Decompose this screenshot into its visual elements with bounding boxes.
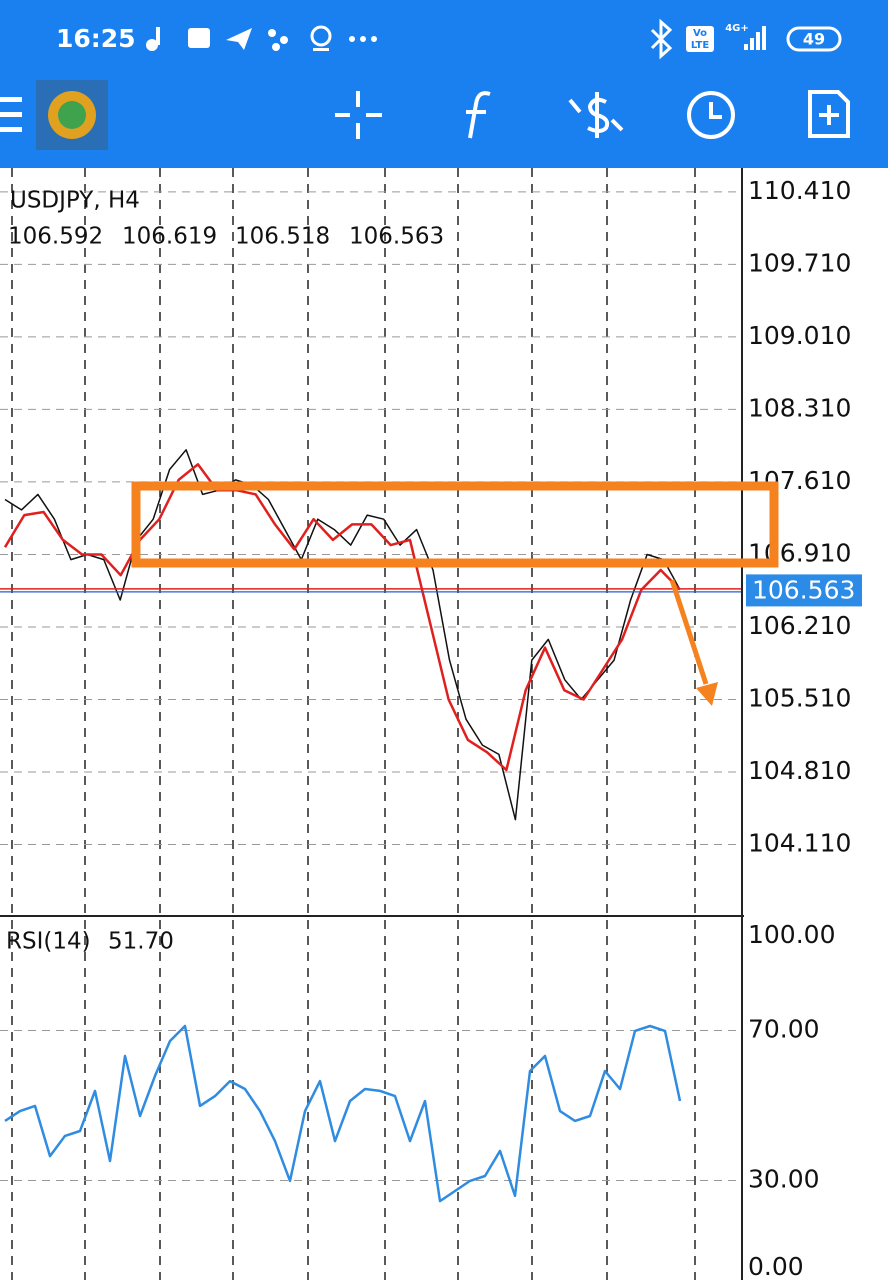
y-tick-label: 109.710: [748, 248, 851, 277]
high-price: 106.619: [122, 224, 217, 250]
current-price-label: 106.563: [752, 575, 855, 604]
volte-label: Vo: [693, 28, 707, 39]
close-price: 106.563: [349, 224, 444, 250]
y-tick-label: 30.00: [748, 1165, 820, 1194]
new-order-button[interactable]: [808, 90, 850, 138]
price-label-box: [746, 574, 862, 607]
series-line: [3, 463, 681, 772]
volte-label: LTE: [691, 40, 710, 51]
y-tick-label: 104.810: [748, 756, 851, 785]
indicators-button[interactable]: [466, 91, 491, 139]
annotation-arrowhead: [696, 682, 718, 706]
annotation-box: [131, 481, 779, 568]
network-label: 4G+: [725, 23, 749, 34]
indicator-value: 51.70: [108, 929, 174, 955]
y-tick-label: 106.210: [748, 611, 851, 640]
clock: 16:25: [56, 24, 136, 53]
y-tick-label: 110.410: [748, 176, 851, 205]
trade-button[interactable]: [568, 92, 624, 138]
timeframe-button[interactable]: [687, 91, 735, 139]
app-icon[interactable]: [36, 80, 108, 150]
symbol-title: USDJPY, H4: [10, 188, 140, 214]
ohlc-readout: 106.592 106.619 106.518 106.563: [8, 224, 444, 250]
battery-level: 49: [803, 30, 825, 49]
series-line: [4, 449, 681, 821]
low-price: 106.518: [235, 224, 330, 250]
app-bar: [0, 0, 888, 168]
crosshair-button[interactable]: [335, 91, 382, 139]
y-tick-label: 108.310: [748, 393, 851, 422]
menu-button[interactable]: [0, 97, 22, 132]
y-tick-label: 70.00: [748, 1015, 820, 1044]
y-tick-label: 100.00: [748, 920, 835, 949]
chart-area: [0, 168, 742, 1280]
y-tick-label: 109.010: [748, 321, 851, 350]
y-tick-label: 104.110: [748, 829, 851, 858]
indicator-title: RSI(14): [6, 929, 91, 955]
notification-icons: [146, 18, 842, 60]
y-tick-label: 105.510: [748, 683, 851, 712]
open-price: 106.592: [8, 224, 103, 250]
y-tick-label: 107.610: [748, 466, 851, 495]
y-tick-label: 0.00: [748, 1252, 804, 1280]
annotation-arrow: [669, 579, 709, 685]
series-line: [4, 1024, 682, 1203]
